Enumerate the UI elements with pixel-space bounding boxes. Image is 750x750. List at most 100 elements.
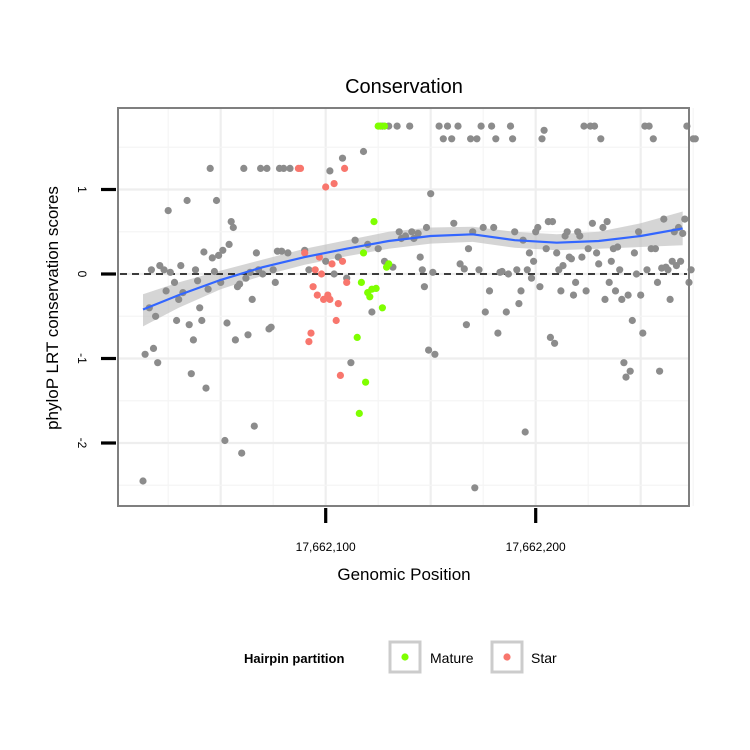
point-other xyxy=(475,266,483,274)
point-other xyxy=(553,249,561,257)
point-other xyxy=(471,484,479,492)
point-other xyxy=(238,449,246,457)
point-mature xyxy=(385,260,393,268)
point-other xyxy=(263,164,271,172)
point-other xyxy=(229,223,237,232)
point-other xyxy=(431,350,439,358)
point-other xyxy=(630,249,639,257)
point-mature xyxy=(372,284,380,292)
point-other xyxy=(502,308,510,316)
point-other xyxy=(485,287,494,295)
legend-marker-star xyxy=(503,653,511,661)
point-star xyxy=(328,260,336,268)
point-other xyxy=(198,316,206,325)
point-other xyxy=(515,300,523,308)
point-star xyxy=(311,266,319,274)
point-other xyxy=(542,245,550,253)
point-other xyxy=(498,267,506,276)
point-other xyxy=(231,336,239,344)
point-other xyxy=(551,339,559,347)
point-mature xyxy=(353,333,361,341)
point-other xyxy=(286,164,294,172)
point-other xyxy=(523,266,531,274)
point-other xyxy=(435,122,443,130)
point-other xyxy=(162,287,170,295)
point-other xyxy=(626,367,634,375)
point-other xyxy=(210,267,218,276)
point-other xyxy=(546,333,555,341)
point-other xyxy=(530,257,538,265)
point-mature xyxy=(370,218,378,226)
y-tick-label: 1 xyxy=(75,186,89,193)
point-mature xyxy=(380,122,389,130)
point-star xyxy=(343,278,351,286)
point-other xyxy=(244,331,252,339)
point-other xyxy=(557,287,565,295)
point-star xyxy=(336,371,344,379)
point-other xyxy=(359,147,368,156)
point-other xyxy=(508,135,517,143)
y-tick-label: 0 xyxy=(75,271,89,278)
point-other xyxy=(147,266,155,274)
point-other xyxy=(563,228,571,236)
point-star xyxy=(305,338,313,346)
point-other xyxy=(517,287,525,295)
point-other xyxy=(691,135,699,143)
point-other xyxy=(548,218,557,226)
point-other xyxy=(429,268,437,276)
point-other xyxy=(208,254,216,262)
point-other xyxy=(632,270,641,278)
point-other xyxy=(538,135,546,143)
point-other xyxy=(593,249,601,257)
point-other xyxy=(164,207,172,215)
legend-title: Hairpin partition xyxy=(244,651,344,666)
point-other xyxy=(624,291,632,299)
legend-entry-mature: Mature xyxy=(388,640,474,674)
x-tick-label: 17,662,100 xyxy=(296,540,356,554)
point-star xyxy=(326,295,334,303)
point-star xyxy=(313,291,321,299)
point-other xyxy=(559,262,567,270)
point-other xyxy=(223,319,231,327)
x-axis: 17,662,100 17,662,200 xyxy=(296,508,566,554)
point-other xyxy=(635,228,643,236)
point-other xyxy=(252,249,260,257)
point-other xyxy=(677,257,685,265)
point-mature xyxy=(378,304,386,312)
point-other xyxy=(490,223,498,232)
y-tick-label: -1 xyxy=(75,353,89,364)
point-other xyxy=(651,245,660,253)
point-other xyxy=(420,283,428,291)
point-other xyxy=(477,122,485,130)
point-other xyxy=(248,295,256,303)
point-other xyxy=(418,266,426,274)
point-other xyxy=(322,257,330,265)
point-other xyxy=(422,223,431,232)
point-other xyxy=(590,122,599,130)
smooth-trend-line xyxy=(142,227,683,311)
point-other xyxy=(212,196,221,205)
point-other xyxy=(576,232,584,240)
point-other xyxy=(643,266,651,274)
point-other xyxy=(649,135,657,143)
chart-title: Conservation xyxy=(345,76,463,98)
point-other xyxy=(628,316,636,325)
plot-area xyxy=(117,107,699,507)
point-other xyxy=(597,135,605,143)
point-mature xyxy=(359,249,368,257)
point-other xyxy=(267,323,275,331)
point-other xyxy=(194,277,202,285)
point-other xyxy=(284,249,292,257)
point-other xyxy=(177,262,185,270)
point-other xyxy=(494,329,502,337)
point-star xyxy=(334,300,342,308)
point-other xyxy=(534,223,542,232)
point-other xyxy=(250,422,258,430)
point-other xyxy=(679,229,687,237)
point-other xyxy=(595,260,603,268)
point-star xyxy=(338,257,347,265)
point-other xyxy=(450,219,458,227)
point-star xyxy=(296,164,305,172)
point-other xyxy=(154,359,162,367)
point-other xyxy=(257,164,265,172)
